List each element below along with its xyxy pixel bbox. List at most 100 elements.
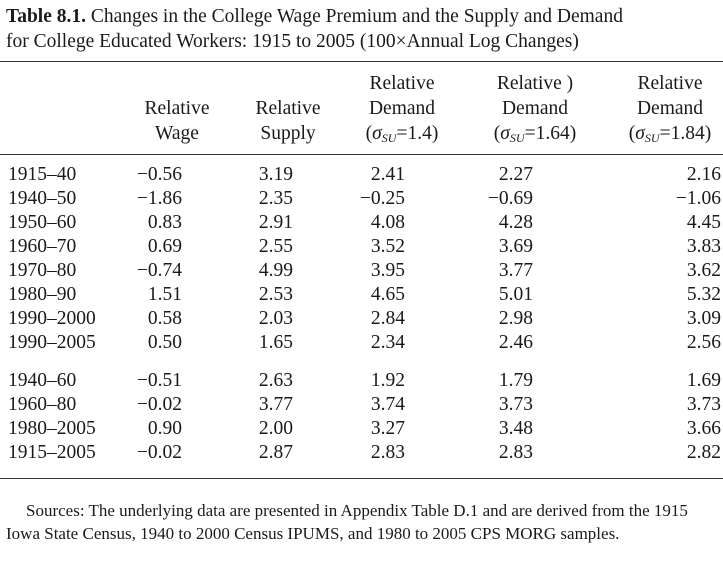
table-row: 1915–2005 −0.02 2.87 2.83 2.83 2.82 bbox=[0, 441, 723, 465]
d1-cell: 3.95 bbox=[370, 260, 405, 281]
d1-cell: 2.34 bbox=[370, 332, 405, 353]
d3-cell: 3.83 bbox=[686, 236, 721, 257]
d1-cell: 3.27 bbox=[370, 418, 405, 439]
d3-cell: 2.16 bbox=[686, 164, 721, 185]
wage-cell: −0.74 bbox=[136, 260, 182, 281]
d3-cell: 3.62 bbox=[686, 260, 721, 281]
data-table: 1915–40 −0.56 3.19 2.41 2.27 2.16 1940–50 −1.86… bbox=[0, 163, 723, 465]
table-row: 1990–2005 0.50 1.65 2.34 2.46 2.56 bbox=[0, 331, 723, 355]
d1-cell: 2.83 bbox=[370, 442, 405, 463]
wage-cell: −0.02 bbox=[136, 442, 182, 463]
d1-cell: 4.65 bbox=[370, 284, 405, 305]
d1-cell: 2.41 bbox=[370, 164, 405, 185]
header-rule bbox=[0, 154, 723, 155]
period-cell: 1980–90 bbox=[8, 284, 77, 305]
supply-cell: 3.77 bbox=[258, 394, 293, 415]
period-cell: 1915–2005 bbox=[8, 442, 96, 463]
wage-cell: −0.56 bbox=[136, 164, 182, 185]
d2-cell: 2.83 bbox=[498, 442, 533, 463]
wage-cell: 0.50 bbox=[147, 332, 182, 353]
sources-note: Sources: The underlying data are present… bbox=[6, 501, 688, 543]
group-spacer bbox=[0, 355, 723, 369]
d2-cell: 2.98 bbox=[498, 308, 533, 329]
d3-cell: 3.73 bbox=[686, 394, 721, 415]
table-body: 1915–40 −0.56 3.19 2.41 2.27 2.16 1940–50 −1.86… bbox=[0, 163, 723, 465]
bottom-rule bbox=[0, 478, 723, 479]
table-row: 1960–80 −0.02 3.77 3.74 3.73 3.73 bbox=[0, 393, 723, 417]
d1-cell: 3.74 bbox=[370, 394, 405, 415]
supply-cell: 2.00 bbox=[258, 418, 293, 439]
period-cell: 1990–2005 bbox=[8, 332, 96, 353]
d2-cell: 3.77 bbox=[498, 260, 533, 281]
d2-cell: 2.46 bbox=[498, 332, 533, 353]
header-relative-supply: Relative Supply bbox=[255, 98, 321, 144]
d2-cell: −0.69 bbox=[487, 188, 533, 209]
wage-cell: 0.90 bbox=[147, 418, 182, 439]
d3-cell: 3.66 bbox=[686, 418, 721, 439]
period-cell: 1980–2005 bbox=[8, 418, 96, 439]
wage-cell: −0.02 bbox=[136, 394, 182, 415]
header-relative-wage: Relative Wage bbox=[144, 98, 210, 144]
period-cell: 1960–70 bbox=[8, 236, 77, 257]
table-row: 1915–40 −0.56 3.19 2.41 2.27 2.16 bbox=[0, 163, 723, 187]
supply-cell: 2.53 bbox=[258, 284, 293, 305]
d3-cell: 5.32 bbox=[686, 284, 721, 305]
d2-cell: 1.79 bbox=[498, 370, 533, 391]
period-cell: 1940–60 bbox=[8, 370, 77, 391]
wage-cell: −1.86 bbox=[136, 188, 182, 209]
supply-cell: 2.03 bbox=[258, 308, 293, 329]
d2-cell: 3.48 bbox=[498, 418, 533, 439]
d3-cell: 3.09 bbox=[686, 308, 721, 329]
table-caption: Table 8.1. Changes in the College Wage P… bbox=[6, 4, 721, 54]
period-cell: 1960–80 bbox=[8, 394, 77, 415]
supply-cell: 3.19 bbox=[258, 164, 293, 185]
wage-cell: 0.83 bbox=[147, 212, 182, 233]
wage-cell: 1.51 bbox=[147, 284, 182, 305]
header-relative-demand-2: Relative ) Demand (σSU=1.64) bbox=[493, 73, 577, 145]
d1-cell: −0.25 bbox=[359, 188, 405, 209]
d3-cell: 4.45 bbox=[686, 212, 721, 233]
d3-cell: −1.06 bbox=[675, 188, 721, 209]
d1-cell: 4.08 bbox=[370, 212, 405, 233]
d2-cell: 2.27 bbox=[498, 164, 533, 185]
d2-cell: 4.28 bbox=[498, 212, 533, 233]
supply-cell: 2.63 bbox=[258, 370, 293, 391]
table-label: Table 8.1. bbox=[6, 6, 87, 27]
d3-cell: 1.69 bbox=[686, 370, 721, 391]
table-row: 1980–2005 0.90 2.00 3.27 3.48 3.66 bbox=[0, 417, 723, 441]
table-row: 1940–60 −0.51 2.63 1.92 1.79 1.69 bbox=[0, 369, 723, 393]
supply-cell: 1.65 bbox=[258, 332, 293, 353]
d3-cell: 2.56 bbox=[686, 332, 721, 353]
table-row: 1990–2000 0.58 2.03 2.84 2.98 3.09 bbox=[0, 307, 723, 331]
period-cell: 1970–80 bbox=[8, 260, 77, 281]
table-notes: Sources: The underlying data are present… bbox=[6, 499, 720, 545]
d1-cell: 3.52 bbox=[370, 236, 405, 257]
header-relative-demand-3: Relative Demand (σSU=1.84) bbox=[628, 73, 712, 145]
period-cell: 1915–40 bbox=[8, 164, 77, 185]
d2-cell: 3.73 bbox=[498, 394, 533, 415]
d1-cell: 1.92 bbox=[370, 370, 405, 391]
period-cell: 1990–2000 bbox=[8, 308, 96, 329]
d2-cell: 3.69 bbox=[498, 236, 533, 257]
table-row: 1960–70 0.69 2.55 3.52 3.69 3.83 bbox=[0, 235, 723, 259]
supply-cell: 2.91 bbox=[258, 212, 293, 233]
caption-line-2: for College Educated Workers: 1915 to 20… bbox=[6, 31, 579, 52]
wage-cell: −0.51 bbox=[136, 370, 182, 391]
top-rule bbox=[0, 61, 723, 62]
supply-cell: 2.87 bbox=[258, 442, 293, 463]
supply-cell: 2.35 bbox=[258, 188, 293, 209]
table-row: 1940–50 −1.86 2.35 −0.25 −0.69 −1.06 bbox=[0, 187, 723, 211]
table-row: 1970–80 −0.74 4.99 3.95 3.77 3.62 bbox=[0, 259, 723, 283]
supply-cell: 4.99 bbox=[258, 260, 293, 281]
period-cell: 1940–50 bbox=[8, 188, 77, 209]
supply-cell: 2.55 bbox=[258, 236, 293, 257]
table-row: 1950–60 0.83 2.91 4.08 4.28 4.45 bbox=[0, 211, 723, 235]
wage-cell: 0.58 bbox=[147, 308, 182, 329]
table-row: 1980–90 1.51 2.53 4.65 5.01 5.32 bbox=[0, 283, 723, 307]
d3-cell: 2.82 bbox=[686, 442, 721, 463]
header-relative-demand-1: Relative Demand (σSU=1.4) bbox=[365, 73, 439, 145]
d1-cell: 2.84 bbox=[370, 308, 405, 329]
caption-line-1: Changes in the College Wage Premium and … bbox=[90, 6, 623, 27]
d2-cell: 5.01 bbox=[498, 284, 533, 305]
wage-cell: 0.69 bbox=[147, 236, 182, 257]
